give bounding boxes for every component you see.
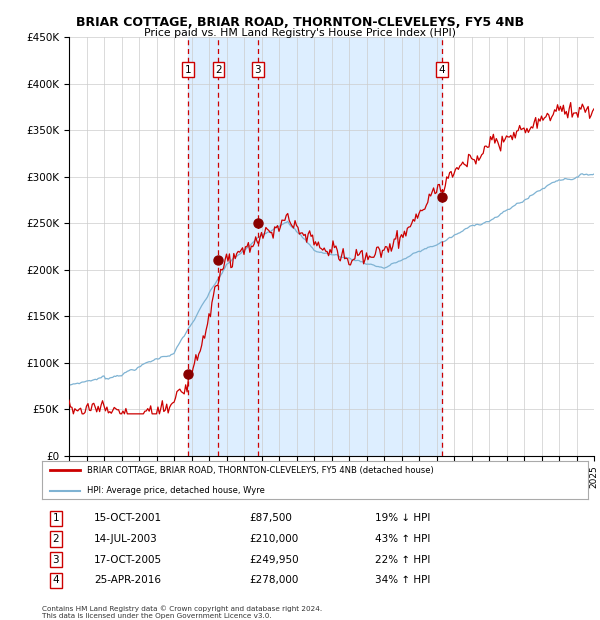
Text: 4: 4: [52, 575, 59, 585]
Text: 1: 1: [185, 64, 191, 75]
Text: 19% ↓ HPI: 19% ↓ HPI: [375, 513, 430, 523]
Text: 43% ↑ HPI: 43% ↑ HPI: [375, 534, 430, 544]
Text: Price paid vs. HM Land Registry's House Price Index (HPI): Price paid vs. HM Land Registry's House …: [144, 28, 456, 38]
Text: 1: 1: [52, 513, 59, 523]
Text: 3: 3: [52, 555, 59, 565]
Text: £210,000: £210,000: [250, 534, 299, 544]
Text: 2: 2: [215, 64, 222, 75]
Text: 14-JUL-2003: 14-JUL-2003: [94, 534, 158, 544]
Text: 34% ↑ HPI: 34% ↑ HPI: [375, 575, 430, 585]
Text: 2: 2: [52, 534, 59, 544]
Text: £249,950: £249,950: [250, 555, 299, 565]
Text: 25-APR-2016: 25-APR-2016: [94, 575, 161, 585]
Text: 15-OCT-2001: 15-OCT-2001: [94, 513, 162, 523]
Text: BRIAR COTTAGE, BRIAR ROAD, THORNTON-CLEVELEYS, FY5 4NB (detached house): BRIAR COTTAGE, BRIAR ROAD, THORNTON-CLEV…: [87, 466, 434, 475]
Text: BRIAR COTTAGE, BRIAR ROAD, THORNTON-CLEVELEYS, FY5 4NB: BRIAR COTTAGE, BRIAR ROAD, THORNTON-CLEV…: [76, 16, 524, 29]
Text: £87,500: £87,500: [250, 513, 292, 523]
Bar: [188, 37, 442, 456]
Text: 17-OCT-2005: 17-OCT-2005: [94, 555, 162, 565]
Text: 3: 3: [254, 64, 261, 75]
Text: 4: 4: [439, 64, 445, 75]
Text: Contains HM Land Registry data © Crown copyright and database right 2024.
This d: Contains HM Land Registry data © Crown c…: [42, 605, 322, 619]
Text: 22% ↑ HPI: 22% ↑ HPI: [375, 555, 430, 565]
Text: HPI: Average price, detached house, Wyre: HPI: Average price, detached house, Wyre: [87, 486, 265, 495]
Text: £278,000: £278,000: [250, 575, 299, 585]
